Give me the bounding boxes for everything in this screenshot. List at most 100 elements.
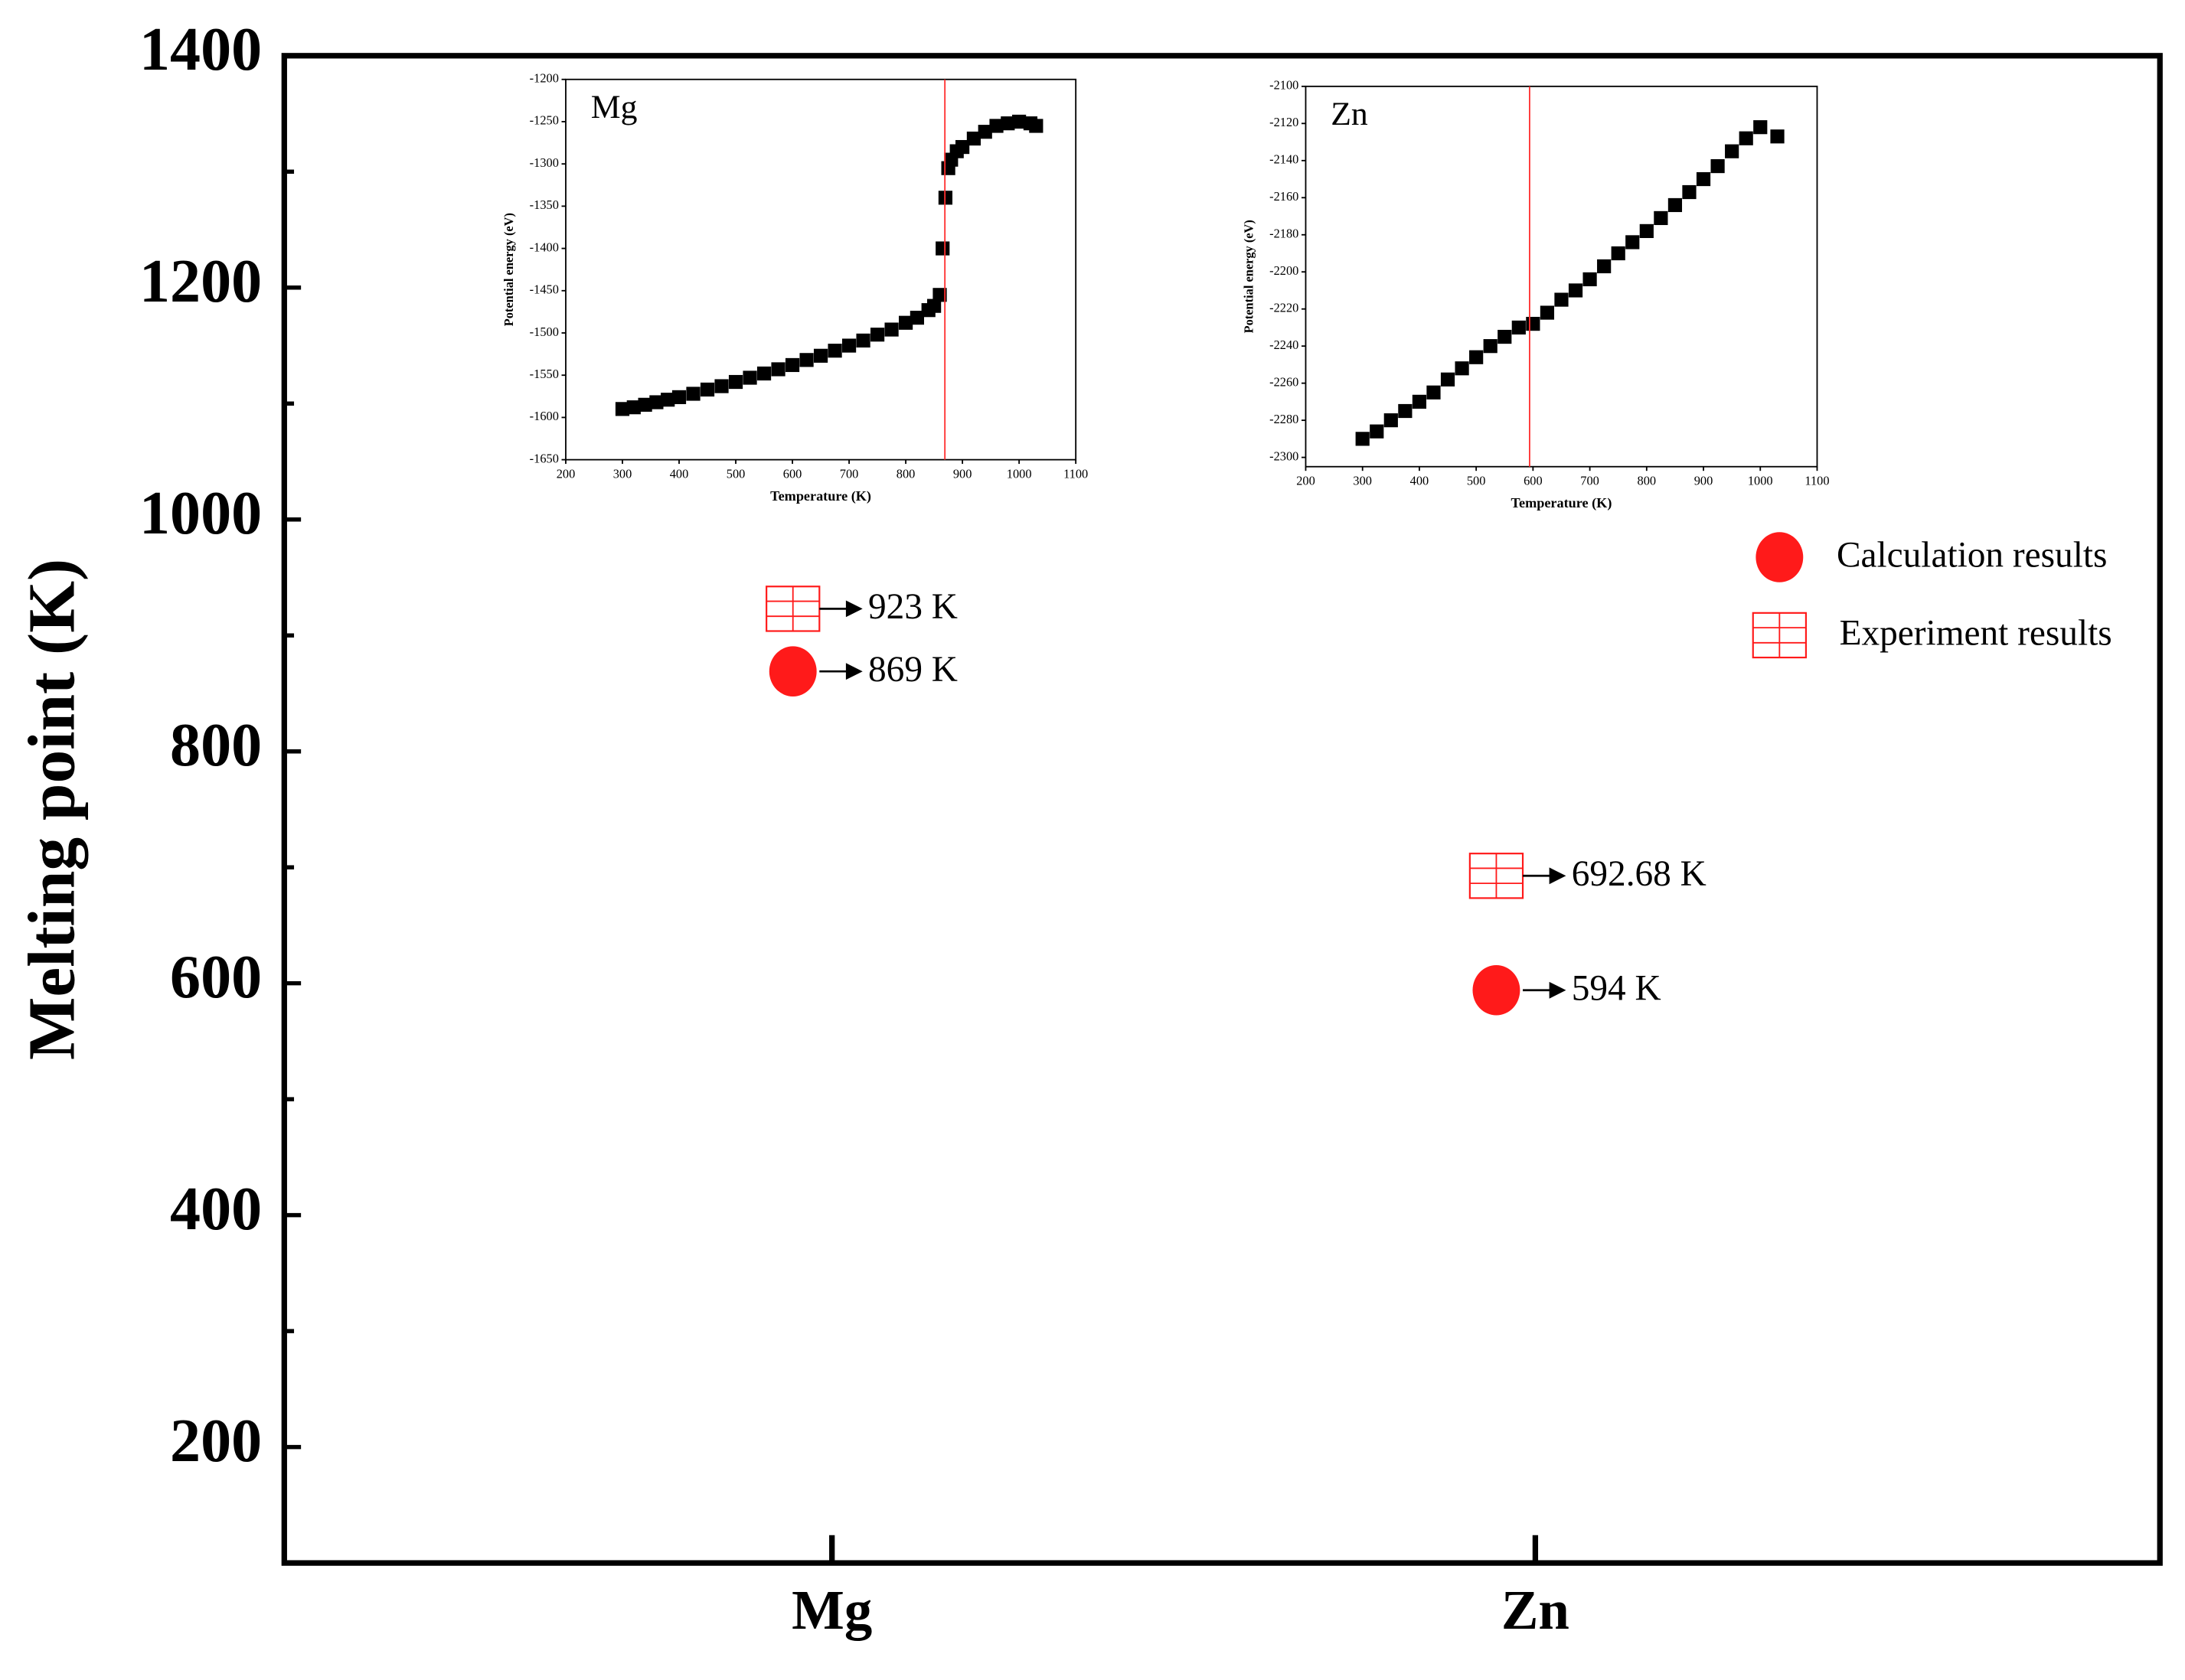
arrow-head [845,600,863,618]
point [1582,272,1597,287]
point [813,348,828,363]
y-axis-label: Potential energy (eV) [501,213,516,326]
point [1001,116,1015,131]
point [1710,158,1725,174]
marker-hatched-square [1752,612,1808,659]
arrow-head [1549,981,1566,999]
point [1012,114,1027,129]
y-tick-label: -1350 [530,197,559,212]
point [1568,283,1583,298]
x-tick-label: 700 [840,466,859,481]
y-tick-label: -1200 [530,71,559,86]
point [1526,316,1540,331]
point [714,379,729,393]
y-tick-label: -2120 [1269,115,1298,129]
point [932,288,947,302]
point [870,328,885,342]
y-tick-label: 400 [170,1176,262,1243]
x-tick-label: 300 [613,466,632,481]
inset-title: Mg [591,89,638,126]
point [728,374,743,390]
point [756,366,772,381]
point [743,370,757,385]
point [884,322,899,337]
y-tick-label: -1650 [530,451,559,465]
x-tick-label: 800 [897,466,916,481]
point [661,393,675,407]
y-tick-label: -1300 [530,155,559,170]
y-tick-label: 1400 [139,16,262,83]
point [1455,361,1469,376]
x-tick-label: 600 [783,466,802,481]
x-tick-label: 1000 [1007,466,1032,481]
point [1739,131,1753,145]
marker-circle [769,646,817,696]
point [978,125,992,139]
data-label: 594 K [1572,968,1661,1008]
legend-label: Experiment results [1840,614,2112,654]
point [1682,184,1697,200]
point [1753,120,1768,135]
y-tick-label: -2100 [1269,78,1298,93]
point [1654,210,1668,226]
y-tick-label: -2140 [1269,152,1298,167]
legend-label: Calculation results [1837,536,2107,576]
point [841,338,857,353]
point [1370,424,1384,439]
x-tick-label: 500 [727,466,746,481]
point [1597,259,1612,274]
x-axis-label: Temperature (K) [1511,495,1612,511]
point [1483,339,1497,354]
x-axis-label: Temperature (K) [770,488,871,504]
y-tick-label: 800 [170,712,262,779]
x-tick-label: 300 [1353,474,1372,488]
point [828,344,842,358]
y-tick-label: -1450 [530,282,559,297]
point [799,353,814,367]
plot-frame [281,53,2163,1566]
x-tick-label: 1100 [1063,466,1088,481]
x-tick-label: 900 [1694,474,1713,488]
y-tick-label: -1250 [530,113,559,128]
point [615,402,630,416]
point [1497,329,1512,344]
y-tick-label: -2220 [1269,300,1298,315]
y-tick-label: -2180 [1269,227,1298,241]
x-tick-label: 400 [670,466,689,481]
marker-circle [1472,965,1520,1016]
point [771,362,785,377]
y-axis-label: Potential energy (eV) [1241,220,1256,333]
point [1355,432,1370,446]
arrow-head [1549,867,1566,885]
point [1511,320,1526,335]
marker-hatched-square [766,586,821,632]
y-tick-label: 1200 [139,248,262,315]
marker-hatched-square [1468,853,1524,899]
point [1725,144,1739,158]
point [936,241,950,256]
y-tick-label: 200 [170,1408,262,1475]
point [910,311,925,325]
y-tick-label: -1550 [530,367,559,381]
point [1440,372,1455,387]
arrow-head [845,663,863,680]
point [1426,385,1441,400]
y-tick-label: -1600 [530,409,559,423]
x-tick-label: 500 [1467,474,1486,488]
y-tick-label: 1000 [139,480,262,547]
point [1554,292,1569,307]
y-axis-label: Melting point (K) [14,559,88,1060]
point [856,333,870,348]
point [1029,119,1044,133]
point [955,139,970,155]
point [700,382,715,397]
point [626,400,641,415]
y-tick-label: 600 [170,944,262,1011]
x-tick-label: Zn [1501,1579,1569,1641]
data-label: 869 K [868,650,958,690]
marker-circle [1756,532,1804,582]
y-tick-label: -2160 [1269,189,1298,204]
point [1696,171,1711,187]
point [1540,305,1555,320]
point [1611,246,1625,261]
